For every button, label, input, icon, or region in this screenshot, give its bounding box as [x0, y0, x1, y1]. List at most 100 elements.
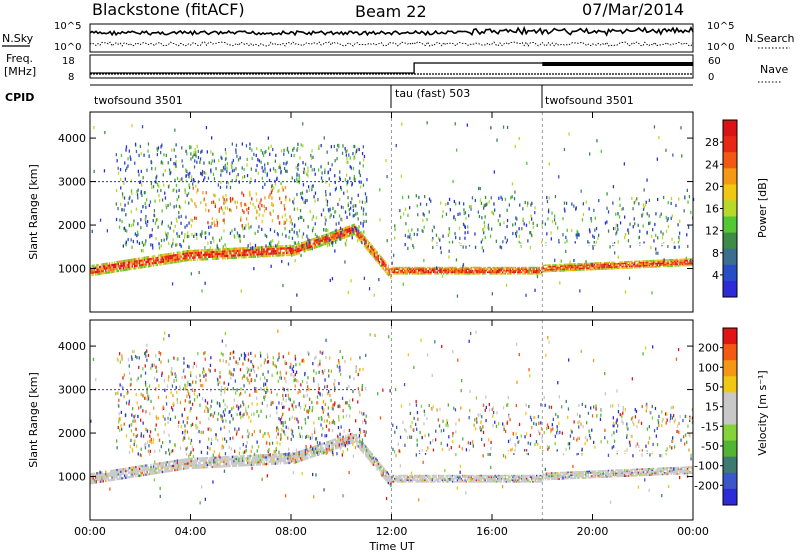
range-gate-cell	[386, 267, 388, 271]
scatter-cell	[156, 218, 159, 222]
range-gate-cell	[607, 266, 609, 269]
scatter-cell	[571, 202, 573, 206]
range-gate-cell	[283, 455, 285, 458]
range-gate-cell	[656, 264, 658, 266]
range-gate-cell	[273, 462, 275, 465]
scatter-cell	[519, 203, 521, 207]
scatter-cell	[179, 178, 181, 182]
range-gate-cell	[652, 264, 655, 267]
scatter-cell	[483, 227, 485, 231]
range-gate-cell	[621, 261, 623, 263]
range-gate-cell	[263, 456, 265, 459]
range-gate-cell	[677, 261, 680, 264]
range-gate-cell	[367, 240, 369, 243]
range-gate-cell	[415, 273, 417, 275]
range-gate-cell	[147, 258, 150, 261]
range-gate-cell	[210, 463, 212, 466]
range-gate-cell	[443, 269, 445, 272]
range-gate-cell	[106, 477, 108, 480]
range-gate-cell	[118, 473, 121, 476]
range-gate-cell	[441, 268, 444, 270]
range-gate-cell	[453, 479, 455, 482]
range-gate-cell	[572, 266, 574, 268]
scatter-cell	[217, 183, 219, 187]
range-gate-cell	[127, 467, 130, 470]
range-gate-cell	[277, 252, 279, 255]
range-gate-cell	[291, 453, 293, 456]
scatter-cell	[416, 204, 418, 208]
scatter-cell	[642, 224, 644, 228]
scatter-cell	[178, 188, 180, 192]
range-gate-cell	[356, 226, 358, 230]
range-gate-cell	[289, 457, 292, 460]
scatter-cell	[160, 188, 162, 193]
range-gate-cell	[495, 271, 498, 274]
range-gate-cell	[415, 476, 417, 478]
range-gate-cell	[235, 455, 238, 458]
range-gate-cell	[672, 263, 675, 266]
scatter-cell	[296, 207, 299, 211]
scatter-cell	[357, 217, 359, 221]
range-gate-cell	[147, 466, 150, 469]
scatter-cell	[155, 218, 158, 222]
range-gate-cell	[616, 266, 618, 268]
range-gate-cell	[123, 264, 126, 267]
range-gate-cell	[404, 269, 406, 272]
range-gate-cell	[400, 476, 402, 478]
scatter-cell	[163, 238, 165, 242]
range-gate-cell	[596, 263, 598, 266]
range-gate-cell	[296, 250, 298, 253]
range-gate-cell	[210, 461, 212, 464]
range-gate-cell	[270, 460, 273, 463]
range-gate-cell	[341, 237, 343, 240]
range-gate-cell	[505, 266, 508, 269]
range-gate-cell	[355, 229, 357, 233]
scatter-cell	[165, 206, 168, 210]
range-gate-cell	[101, 480, 103, 483]
range-gate-cell	[353, 230, 356, 233]
range-gate-cell	[455, 476, 457, 478]
range-gate-cell	[431, 269, 434, 272]
range-gate-cell	[365, 447, 367, 450]
range-gate-cell	[130, 267, 132, 271]
scatter-cell	[334, 188, 337, 192]
range-gate-cell	[156, 464, 158, 468]
range-gate-cell	[169, 261, 171, 265]
scatter-cell	[185, 168, 187, 172]
range-gate-cell	[140, 472, 142, 475]
scatter-cell	[456, 148, 458, 152]
range-gate-cell	[209, 255, 211, 258]
range-gate-cell	[181, 259, 184, 263]
range-gate-cell	[125, 467, 127, 470]
range-gate-cell	[252, 248, 254, 252]
scatter-cell	[385, 159, 387, 163]
range-gate-cell	[347, 440, 349, 443]
range-gate-cell	[180, 461, 182, 464]
range-gate-cell	[434, 481, 436, 483]
range-gate-cell	[105, 265, 107, 268]
scatter-cell	[505, 241, 508, 245]
range-gate-cell	[564, 265, 567, 267]
range-gate-cell	[405, 474, 407, 477]
scatter-cell	[541, 240, 543, 245]
scatter-cell	[421, 229, 423, 233]
range-gate-cell	[489, 268, 491, 270]
range-gate-cell	[394, 269, 396, 272]
scatter-cell	[186, 231, 189, 235]
range-gate-cell	[105, 262, 107, 265]
scatter-cell	[325, 218, 327, 222]
range-gate-cell	[93, 264, 96, 267]
range-gate-cell	[333, 237, 336, 240]
scatter-cell	[319, 241, 322, 245]
scatter-cell	[442, 210, 444, 214]
range-gate-cell	[100, 265, 102, 268]
scatter-cell	[200, 171, 202, 176]
range-gate-cell	[225, 456, 228, 459]
range-gate-cell	[590, 268, 592, 271]
range-gate-cell	[195, 254, 197, 257]
range-gate-cell	[328, 442, 331, 445]
scatter-cell	[531, 217, 533, 221]
range-gate-cell	[554, 264, 557, 266]
range-gate-cell	[456, 273, 459, 275]
range-gate-cell	[345, 226, 347, 230]
